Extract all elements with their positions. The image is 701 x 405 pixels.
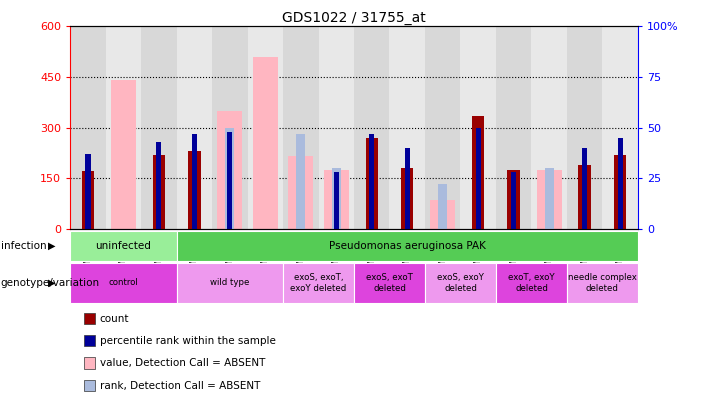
Bar <box>404 148 410 229</box>
Bar <box>318 26 354 229</box>
Bar <box>70 263 177 303</box>
Bar <box>212 26 247 229</box>
Text: rank, Detection Call = ABSENT: rank, Detection Call = ABSENT <box>100 381 260 391</box>
Bar <box>614 155 627 229</box>
Bar <box>602 26 638 229</box>
Text: value, Detection Call = ABSENT: value, Detection Call = ABSENT <box>100 358 265 369</box>
Bar <box>508 170 520 229</box>
Bar <box>111 80 136 229</box>
Bar <box>70 231 177 261</box>
Bar <box>430 200 455 229</box>
Bar <box>225 128 234 229</box>
Bar <box>177 26 212 229</box>
Bar <box>369 134 374 229</box>
Bar <box>81 171 94 229</box>
Bar <box>334 172 339 229</box>
Text: ▶: ▶ <box>48 278 55 288</box>
Bar <box>191 134 197 229</box>
Bar <box>461 26 496 229</box>
Text: exoS, exoY
deleted: exoS, exoY deleted <box>437 273 484 293</box>
Bar <box>537 170 562 229</box>
Text: infection: infection <box>1 241 46 251</box>
Bar <box>324 170 348 229</box>
Bar <box>288 156 313 229</box>
Bar <box>401 168 414 229</box>
Bar <box>332 168 341 229</box>
Bar <box>531 26 567 229</box>
Bar <box>567 263 638 303</box>
Bar <box>217 111 243 229</box>
Bar <box>283 26 318 229</box>
Bar <box>472 116 484 229</box>
Bar <box>354 263 425 303</box>
Text: uninfected: uninfected <box>95 241 151 251</box>
Text: count: count <box>100 314 129 324</box>
Bar <box>253 57 278 229</box>
Bar <box>475 128 481 229</box>
Text: percentile rank within the sample: percentile rank within the sample <box>100 336 275 346</box>
Bar <box>354 26 390 229</box>
Bar <box>177 231 638 261</box>
Bar <box>247 26 283 229</box>
Bar <box>618 138 622 229</box>
Bar <box>188 151 200 229</box>
Text: control: control <box>109 279 138 288</box>
Text: genotype/variation: genotype/variation <box>1 278 100 288</box>
Title: GDS1022 / 31755_at: GDS1022 / 31755_at <box>282 11 426 25</box>
Bar <box>496 26 531 229</box>
Bar <box>227 132 233 229</box>
Bar <box>156 142 161 229</box>
Bar <box>438 184 447 229</box>
Bar <box>365 138 378 229</box>
Bar <box>141 26 177 229</box>
Bar <box>425 26 461 229</box>
Text: exoT, exoY
deleted: exoT, exoY deleted <box>508 273 554 293</box>
Bar <box>511 172 517 229</box>
Bar <box>283 263 354 303</box>
Bar <box>567 26 602 229</box>
Bar <box>390 26 425 229</box>
Text: exoS, exoT
deleted: exoS, exoT deleted <box>366 273 413 293</box>
Text: wild type: wild type <box>210 279 250 288</box>
Bar <box>425 263 496 303</box>
Text: ▶: ▶ <box>48 241 55 251</box>
Text: needle complex
deleted: needle complex deleted <box>568 273 637 293</box>
Bar <box>153 155 165 229</box>
Bar <box>496 263 567 303</box>
Text: exoS, exoT,
exoY deleted: exoS, exoT, exoY deleted <box>290 273 346 293</box>
Bar <box>177 263 283 303</box>
Bar <box>70 26 106 229</box>
Bar <box>578 165 591 229</box>
Bar <box>297 134 305 229</box>
Bar <box>545 168 554 229</box>
Bar <box>582 148 587 229</box>
Bar <box>86 154 90 229</box>
Text: Pseudomonas aeruginosa PAK: Pseudomonas aeruginosa PAK <box>329 241 486 251</box>
Bar <box>106 26 141 229</box>
